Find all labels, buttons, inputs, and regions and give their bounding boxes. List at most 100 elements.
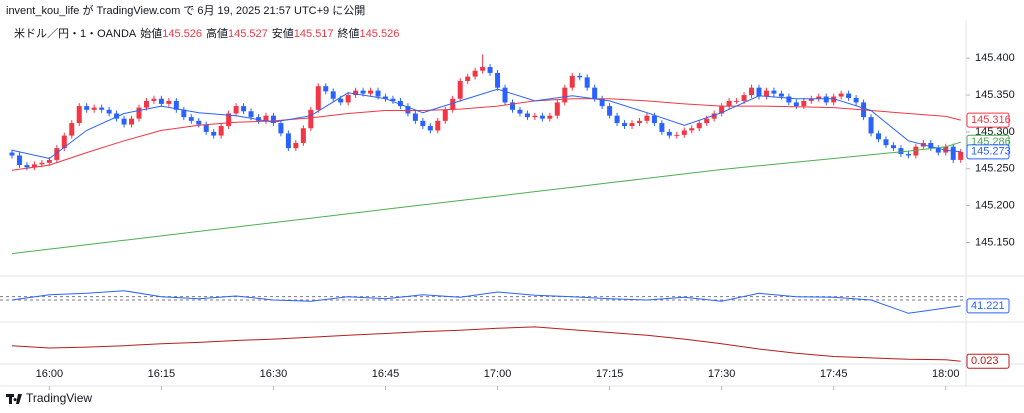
x-tick-label: 16:00 <box>36 368 64 380</box>
candle-body <box>338 98 344 103</box>
candle-body <box>659 123 665 132</box>
candle-body <box>666 131 672 136</box>
candle-body <box>285 133 291 149</box>
moving-average <box>11 88 961 160</box>
candle-body <box>651 115 657 124</box>
candle-body <box>300 128 306 143</box>
logo-icon <box>6 394 22 404</box>
candle-body <box>711 113 717 119</box>
candle-body <box>793 102 799 107</box>
candle-body <box>427 126 433 131</box>
y-tick-label: 145.350 <box>975 89 1015 101</box>
moving-average <box>11 98 961 171</box>
candle-body <box>883 139 889 146</box>
candle-body <box>233 106 239 114</box>
candle-body <box>173 100 179 110</box>
candle-body <box>584 77 590 88</box>
candle-body <box>203 124 209 132</box>
candle-body <box>539 115 545 119</box>
candle-body <box>143 100 149 108</box>
candle-body <box>502 87 508 103</box>
candle-body <box>480 67 486 71</box>
candle-body <box>211 131 217 136</box>
price-label-box <box>966 144 1010 160</box>
candle-body <box>831 96 837 103</box>
indicator-line <box>11 290 961 314</box>
candle-body <box>696 123 702 129</box>
candle-body <box>9 152 15 156</box>
candle-body <box>99 107 105 110</box>
candle-body <box>61 135 67 149</box>
candle-body <box>950 146 956 160</box>
candle-body <box>39 162 45 165</box>
candle-body <box>943 146 949 153</box>
low: 145.517 <box>294 28 334 40</box>
candle-body <box>226 113 232 127</box>
price-label: 145.316 <box>971 114 1011 126</box>
candle-body <box>629 123 635 127</box>
candle-body <box>151 98 157 101</box>
x-tick-label: 17:45 <box>820 368 848 380</box>
candle-body <box>241 106 247 112</box>
symbol: 米ドル／円・1・OANDA <box>14 27 137 40</box>
candle-body <box>383 96 388 99</box>
candle-body <box>749 87 755 96</box>
candle-body <box>166 100 172 104</box>
candle-body <box>614 115 620 124</box>
candle-body <box>129 118 135 125</box>
candle-body <box>808 98 814 101</box>
candle-body <box>54 148 60 160</box>
price-label-box <box>966 112 1010 128</box>
candle-body <box>390 98 396 101</box>
candle-body <box>472 70 478 77</box>
candle-body <box>196 120 202 125</box>
legend: 米ドル／円・1・OANDA 始値145.526 高値145.527 安値145.517… <box>14 26 399 40</box>
candle-body <box>442 109 448 121</box>
close-label: 終値 <box>338 26 360 40</box>
high: 145.527 <box>228 28 268 40</box>
candle-body <box>397 100 403 107</box>
candle-body <box>517 109 523 114</box>
candle-body <box>368 90 374 94</box>
candle-body <box>121 118 127 125</box>
candle-body <box>69 123 75 136</box>
candle-body <box>465 76 471 82</box>
price-label: 0.023 <box>971 355 999 367</box>
y-tick-label: 145.250 <box>975 163 1015 175</box>
candle-body <box>734 100 740 102</box>
candle-body <box>91 107 97 110</box>
candle-body <box>323 86 329 92</box>
candle-body <box>360 90 366 94</box>
candle-body <box>509 102 515 110</box>
y-tick-label: 145.150 <box>975 236 1015 248</box>
y-tick-label: 145.400 <box>975 52 1015 64</box>
candle-body <box>622 123 628 127</box>
candle-body <box>278 123 284 134</box>
candle-body <box>375 90 381 97</box>
candle-body <box>681 130 687 135</box>
candle-body <box>457 81 463 99</box>
candle-body <box>674 134 680 136</box>
candle-body <box>771 90 777 94</box>
candle-body <box>308 109 314 129</box>
candle-body <box>188 117 194 121</box>
price-label-box <box>966 298 1010 314</box>
candle-body <box>248 111 254 118</box>
candle-body <box>532 115 538 118</box>
candle-body <box>636 120 642 124</box>
candle-body <box>898 148 904 155</box>
candle-body <box>270 115 276 124</box>
candle-body <box>853 97 859 103</box>
candle-body <box>577 75 583 78</box>
close: 145.526 <box>360 28 400 40</box>
candle-body <box>868 117 874 134</box>
x-tick-label: 18:00 <box>932 368 960 380</box>
y-tick-label: 145.200 <box>975 200 1015 212</box>
candle-body <box>46 159 52 163</box>
candle-body <box>345 95 351 103</box>
candle-body <box>106 109 112 114</box>
candle-body <box>823 96 829 103</box>
candle-body <box>905 154 911 156</box>
candle-body <box>16 155 22 166</box>
